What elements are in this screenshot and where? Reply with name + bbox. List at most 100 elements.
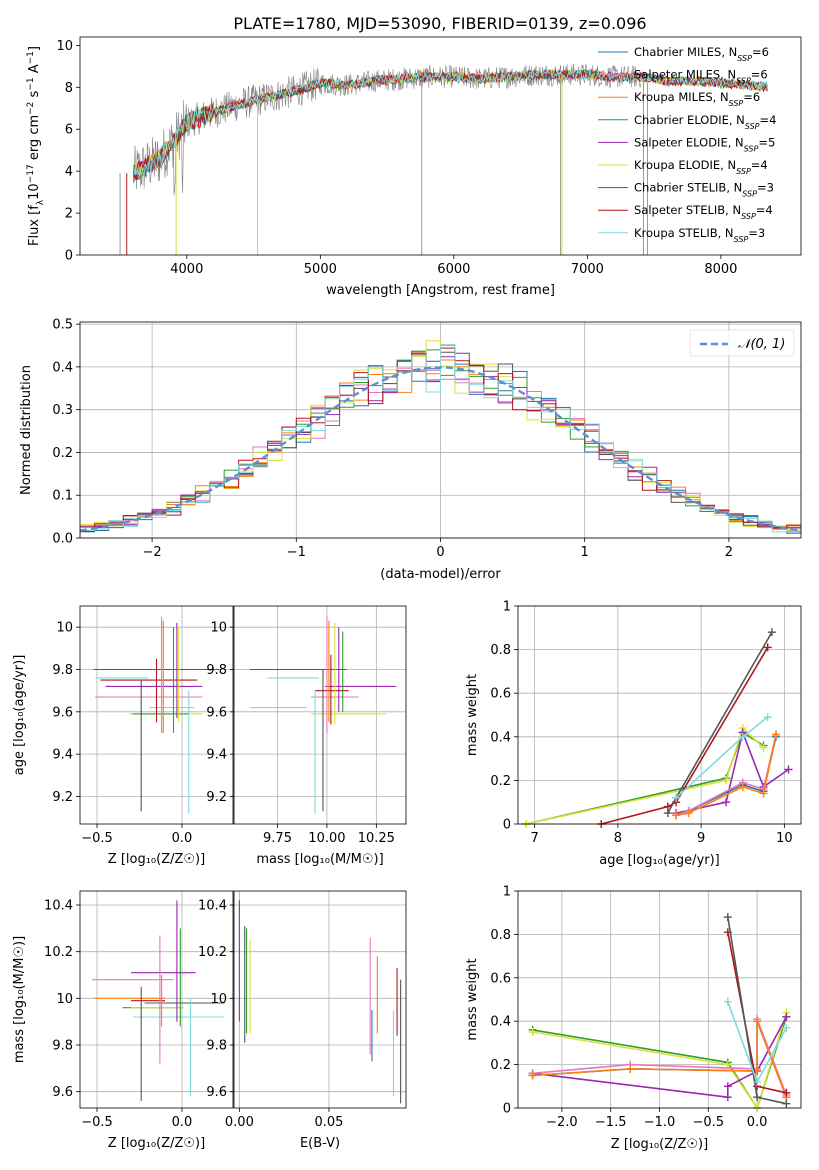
weight-marker (759, 743, 768, 752)
x-tick-label: −1.5 (595, 1115, 627, 1130)
axes-frame (79, 321, 802, 539)
x-tick-label: 2 (725, 545, 733, 560)
axes-frame (233, 890, 407, 1109)
weight-marker (723, 913, 732, 922)
legend-box (689, 329, 795, 357)
axes-frame (517, 605, 802, 825)
y-axis-label: age [log₁₀(age/yr)] (12, 655, 27, 776)
y-tick-label: 9.6 (206, 1085, 227, 1100)
y-tick-label: 0.6 (490, 687, 511, 702)
x-tick-label: 6000 (437, 262, 470, 277)
x-tick-label: 7000 (571, 262, 604, 277)
y-tick-label: 9.6 (206, 705, 227, 720)
mass-vs-metallicity-panel: −0.5 0.0 9.6 9.8 10 10.2 10.4 Z [log₁₀(Z/Z☉)] ma… (12, 890, 234, 1151)
figure-title: PLATE=1780, MJD=53090, FIBERID=0139, z=0… (233, 14, 646, 33)
age-vs-metallicity-panel: −0.5 0.0 9.2 9.4 9.6 9.8 10 Z [log₁₀(Z/Z☉)] age … (12, 605, 234, 867)
y-tick-label: 0.8 (490, 643, 511, 658)
model-fit-line (133, 69, 768, 180)
weight-marker (672, 793, 681, 802)
weight-marker (722, 776, 731, 785)
x-tick-label: 4000 (170, 262, 203, 277)
weight-marker (772, 730, 781, 739)
y-tick-label: 0.2 (52, 446, 73, 461)
legend-label: Salpeter MILES, NSSP=6 (634, 68, 768, 86)
weight-marker (738, 782, 747, 791)
x-tick-label: −2.0 (546, 1115, 578, 1130)
x-tick-label: 0.0 (172, 831, 193, 846)
y-tick-label: 10 (56, 621, 73, 636)
y-tick-label: 9.8 (206, 1039, 227, 1054)
x-tick-label: 10 (776, 831, 793, 846)
y-tick-label: 9.6 (52, 705, 73, 720)
axes-frame (233, 605, 407, 825)
axes-frame (517, 890, 802, 1109)
y-tick-label: 1 (503, 600, 511, 615)
y-axis-label: Flux [fλ10−17 erg cm−2 s−1 A−1] (26, 46, 46, 246)
x-axis-label: E(B-V) (300, 1136, 340, 1151)
x-axis-label: Z [log₁₀(Z/Z☉)] (108, 1136, 205, 1151)
weight-marker (763, 643, 772, 652)
y-tick-label: 0.0 (52, 532, 73, 547)
y-tick-label: 0 (65, 249, 73, 264)
y-tick-label: 0.2 (490, 1058, 511, 1073)
y-tick-label: 10.4 (198, 899, 227, 914)
y-tick-label: 9.8 (52, 663, 73, 678)
legend-label: Salpeter STELIB, NSSP=4 (634, 203, 773, 221)
legend-label: Kroupa MILES, NSSP=6 (634, 90, 760, 108)
legend-label: Chabrier STELIB, NSSP=3 (634, 181, 774, 199)
weight-series-line (526, 726, 765, 824)
weight-marker (723, 1082, 732, 1091)
weight-marker (684, 809, 693, 818)
y-tick-label: 9.2 (206, 790, 227, 805)
weight-marker (753, 1017, 762, 1026)
axes-frame (79, 605, 234, 825)
weight-marker (672, 811, 681, 820)
weight-marker (722, 798, 731, 807)
x-tick-label: −2 (143, 545, 162, 560)
weight-marker (782, 1012, 791, 1021)
x-tick-label: −1 (287, 545, 306, 560)
weight-marker (738, 732, 747, 741)
weight-marker (784, 765, 793, 774)
x-axis-label: (data-model)/error (380, 567, 501, 582)
weight-marker (753, 1077, 762, 1086)
y-tick-label: 6 (65, 123, 73, 138)
residuals-panel: −2 −1 0 1 2 0.0 0.1 0.2 0.3 0.4 0.5 (data-model)/er… (19, 318, 802, 582)
axes-frame (79, 890, 234, 1109)
legend-label: Chabrier ELODIE, NSSP=4 (634, 113, 776, 131)
y-tick-label: 0 (503, 818, 511, 833)
y-tick-label: 0.3 (52, 403, 73, 418)
weight-marker (782, 1099, 791, 1108)
y-tick-label: 9.4 (52, 748, 73, 763)
gaussian-curve (79, 366, 802, 532)
x-axis-label: mass [log₁₀(M/M☉)] (256, 852, 383, 867)
x-tick-label: 0.00 (225, 1115, 254, 1130)
y-tick-label: 0.4 (52, 360, 73, 375)
age-vs-mass-panel: 9.75 10.00 10.25 9.2 9.4 9.6 9.8 10 mass [log₁₀(… (206, 605, 407, 867)
x-axis-label: wavelength [Angstrom, rest frame] (326, 283, 555, 298)
y-tick-label: 10.2 (198, 945, 227, 960)
axes-frame (79, 36, 802, 256)
y-tick-label: 1 (503, 885, 511, 900)
y-tick-label: 10 (56, 39, 73, 54)
y-tick-label: 0.2 (490, 774, 511, 789)
model-fit-line (132, 68, 769, 177)
y-tick-label: 4 (65, 165, 73, 180)
legend-label: Kroupa STELIB, NSSP=3 (634, 226, 765, 244)
weight-marker (528, 1071, 537, 1080)
weight-marker (759, 789, 768, 798)
x-tick-label: 10.25 (358, 831, 395, 846)
residual-histogram (80, 345, 801, 533)
legend-label: Kroupa ELODIE, NSSP=4 (634, 158, 768, 176)
weight-vs-metallicity-panel: −2.0 −1.5 −1.0 −0.5 0.0 0 0.2 0.4 0.6 0.8 1 Z [log₁… (465, 885, 802, 1152)
spectrum-panel: 4000 5000 6000 7000 8000 0 2 4 6 8 10 wavelength [A… (26, 36, 802, 298)
legend-label: Salpeter ELODIE, NSSP=5 (634, 135, 775, 153)
weight-marker (782, 1088, 791, 1097)
legend-label: 𝒩(0, 1) (738, 337, 785, 352)
y-tick-label: 0.1 (52, 489, 73, 504)
x-tick-label: −0.5 (81, 831, 113, 846)
weight-marker (663, 809, 672, 818)
x-tick-label: 9.75 (263, 831, 292, 846)
x-tick-label: 0.0 (172, 1115, 193, 1130)
